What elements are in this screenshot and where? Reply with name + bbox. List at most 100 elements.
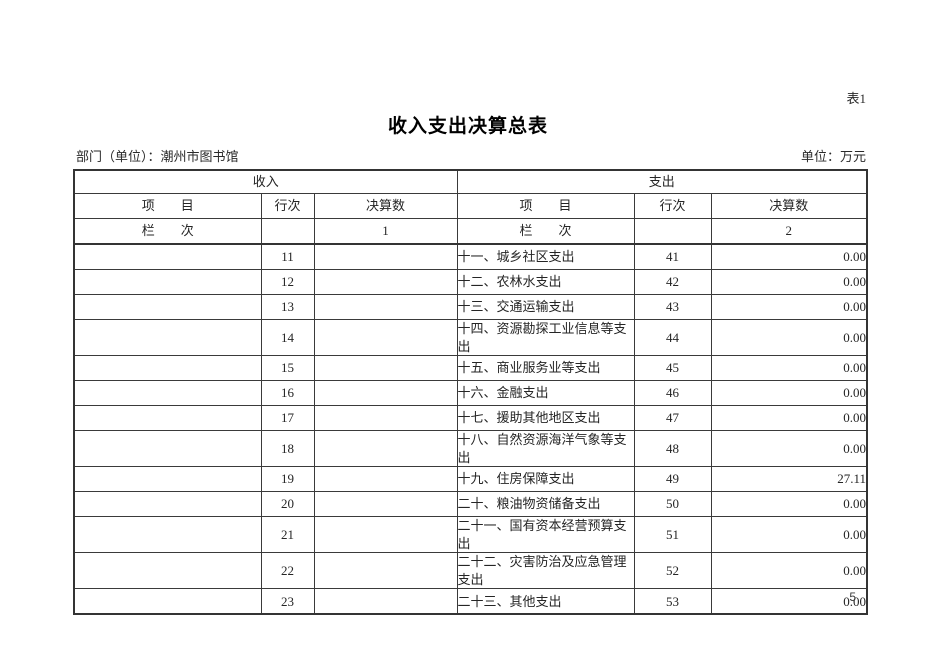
- expense-amount-header: 决算数: [710, 193, 868, 219]
- income-item-cell: [73, 552, 262, 590]
- expense-item-cell: 十七、援助其他地区支出: [456, 405, 635, 432]
- table-row: 11 十一、城乡社区支出 41 0.00: [73, 243, 868, 270]
- expense-item-cell: 二十、粮油物资储备支出: [456, 491, 635, 518]
- expense-amount-cell: 0.00: [710, 243, 868, 270]
- expense-item-cell: 十二、农林水支出: [456, 269, 635, 295]
- income-item-cell: [73, 430, 262, 468]
- expense-amount-cell: 27.11: [710, 466, 868, 493]
- expense-amount-cell: 0.00: [710, 355, 868, 382]
- income-column-index: 1: [313, 218, 458, 245]
- meta-row: 部门（单位）：潮州市图书馆 单位：万元: [76, 146, 866, 165]
- expense-rowno-cell: 49: [633, 466, 712, 493]
- expense-amount-cell: 0.00: [710, 380, 868, 407]
- income-amount-cell: [313, 430, 458, 468]
- section-header-row: 收入 支出: [73, 169, 868, 194]
- column-header-row: 项 目 行次 决算数 项 目 行次 决算数: [73, 193, 868, 219]
- expense-lanci-label: 栏 次: [456, 218, 635, 245]
- income-rowno-cell: 16: [260, 380, 315, 407]
- expense-item-cell: 十六、金融支出: [456, 380, 635, 407]
- income-rowno-cell: 23: [260, 588, 315, 615]
- income-item-cell: [73, 269, 262, 295]
- expense-amount-cell: 0.00: [710, 269, 868, 295]
- income-item-cell: [73, 466, 262, 493]
- income-item-cell: [73, 588, 262, 615]
- table-row: 19 十九、住房保障支出 49 27.11: [73, 466, 868, 493]
- income-rowno-cell: 19: [260, 466, 315, 493]
- expense-rowno-cell: 52: [633, 552, 712, 590]
- income-rowno-cell: 14: [260, 318, 315, 357]
- income-amount-cell: [313, 552, 458, 590]
- expense-amount-cell: 0.00: [710, 430, 868, 468]
- expense-item-cell: 十四、资源勘探工业信息等支出: [456, 318, 635, 357]
- table-row: 14 十四、资源勘探工业信息等支出 44 0.00: [73, 318, 868, 357]
- income-item-cell: [73, 405, 262, 432]
- table-row: 21 二十一、国有资本经营预算支出 51 0.00: [73, 516, 868, 554]
- expense-rowno-cell: 48: [633, 430, 712, 468]
- income-amount-cell: [313, 269, 458, 295]
- income-item-cell: [73, 243, 262, 270]
- expense-item-cell: 十三、交通运输支出: [456, 294, 635, 320]
- income-item-cell: [73, 355, 262, 382]
- expense-amount-cell: 0.00: [710, 294, 868, 320]
- income-rowno-cell: 22: [260, 552, 315, 590]
- expense-item-cell: 十一、城乡社区支出: [456, 243, 635, 270]
- income-rowno-cell: 21: [260, 516, 315, 554]
- income-item-cell: [73, 380, 262, 407]
- expense-amount-cell: 0.00: [710, 588, 868, 615]
- table-row: 17 十七、援助其他地区支出 47 0.00: [73, 405, 868, 432]
- income-rowno-cell: 13: [260, 294, 315, 320]
- expense-rowno-header: 行次: [633, 193, 712, 219]
- table-row: 15 十五、商业服务业等支出 45 0.00: [73, 355, 868, 382]
- expense-item-cell: 十九、住房保障支出: [456, 466, 635, 493]
- income-rowno-cell: 17: [260, 405, 315, 432]
- expense-amount-cell: 0.00: [710, 491, 868, 518]
- expense-item-cell: 二十一、国有资本经营预算支出: [456, 516, 635, 554]
- expense-amount-cell: 0.00: [710, 516, 868, 554]
- expense-rowno-cell: 47: [633, 405, 712, 432]
- expense-item-cell: 二十二、灾害防治及应急管理支出: [456, 552, 635, 590]
- expense-amount-cell: 0.00: [710, 318, 868, 357]
- expense-amount-cell: 0.00: [710, 552, 868, 590]
- income-rowno-cell: 20: [260, 491, 315, 518]
- page-title: 收入支出决算总表: [387, 116, 548, 137]
- income-amount-header: 决算数: [313, 193, 458, 219]
- column-index-row: 栏 次 1 栏 次 2: [73, 218, 868, 245]
- expense-rowno-cell: 51: [633, 516, 712, 554]
- income-amount-cell: [313, 491, 458, 518]
- expense-rowno-cell: 42: [633, 269, 712, 295]
- expense-rowno-cell: 41: [633, 243, 712, 270]
- table-number-label: 表1: [846, 91, 866, 106]
- income-rowno-cell: 11: [260, 243, 315, 270]
- income-amount-cell: [313, 588, 458, 615]
- unit-label: 单位：万元: [800, 149, 866, 164]
- income-item-header: 项 目: [73, 193, 262, 219]
- income-item-cell: [73, 491, 262, 518]
- income-rowno-cell: 15: [260, 355, 315, 382]
- income-lanci-label: 栏 次: [73, 218, 262, 245]
- income-amount-cell: [313, 516, 458, 554]
- table-row: 18 十八、自然资源海洋气象等支出 48 0.00: [73, 430, 868, 468]
- table-row: 12 十二、农林水支出 42 0.00: [73, 269, 868, 295]
- income-amount-cell: [313, 318, 458, 357]
- income-rowno-header: 行次: [260, 193, 315, 219]
- table-row: 13 十三、交通运输支出 43 0.00: [73, 294, 868, 320]
- table-row: 22 二十二、灾害防治及应急管理支出 52 0.00: [73, 552, 868, 590]
- expense-section-header: 支出: [456, 169, 868, 194]
- income-lanci-rowno-cell: [260, 218, 315, 245]
- income-amount-cell: [313, 243, 458, 270]
- income-amount-cell: [313, 294, 458, 320]
- expense-amount-cell: 0.00: [710, 405, 868, 432]
- income-rowno-cell: 12: [260, 269, 315, 295]
- expense-rowno-cell: 46: [633, 380, 712, 407]
- income-amount-cell: [313, 380, 458, 407]
- expense-rowno-cell: 45: [633, 355, 712, 382]
- expense-rowno-cell: 43: [633, 294, 712, 320]
- income-rowno-cell: 18: [260, 430, 315, 468]
- expense-rowno-cell: 53: [633, 588, 712, 615]
- expense-rowno-cell: 50: [633, 491, 712, 518]
- income-item-cell: [73, 516, 262, 554]
- income-item-cell: [73, 318, 262, 357]
- table-row: 23 二十三、其他支出 53 0.00: [73, 588, 868, 615]
- department-label: 部门（单位）：潮州市图书馆: [76, 149, 239, 164]
- expense-rowno-cell: 44: [633, 318, 712, 357]
